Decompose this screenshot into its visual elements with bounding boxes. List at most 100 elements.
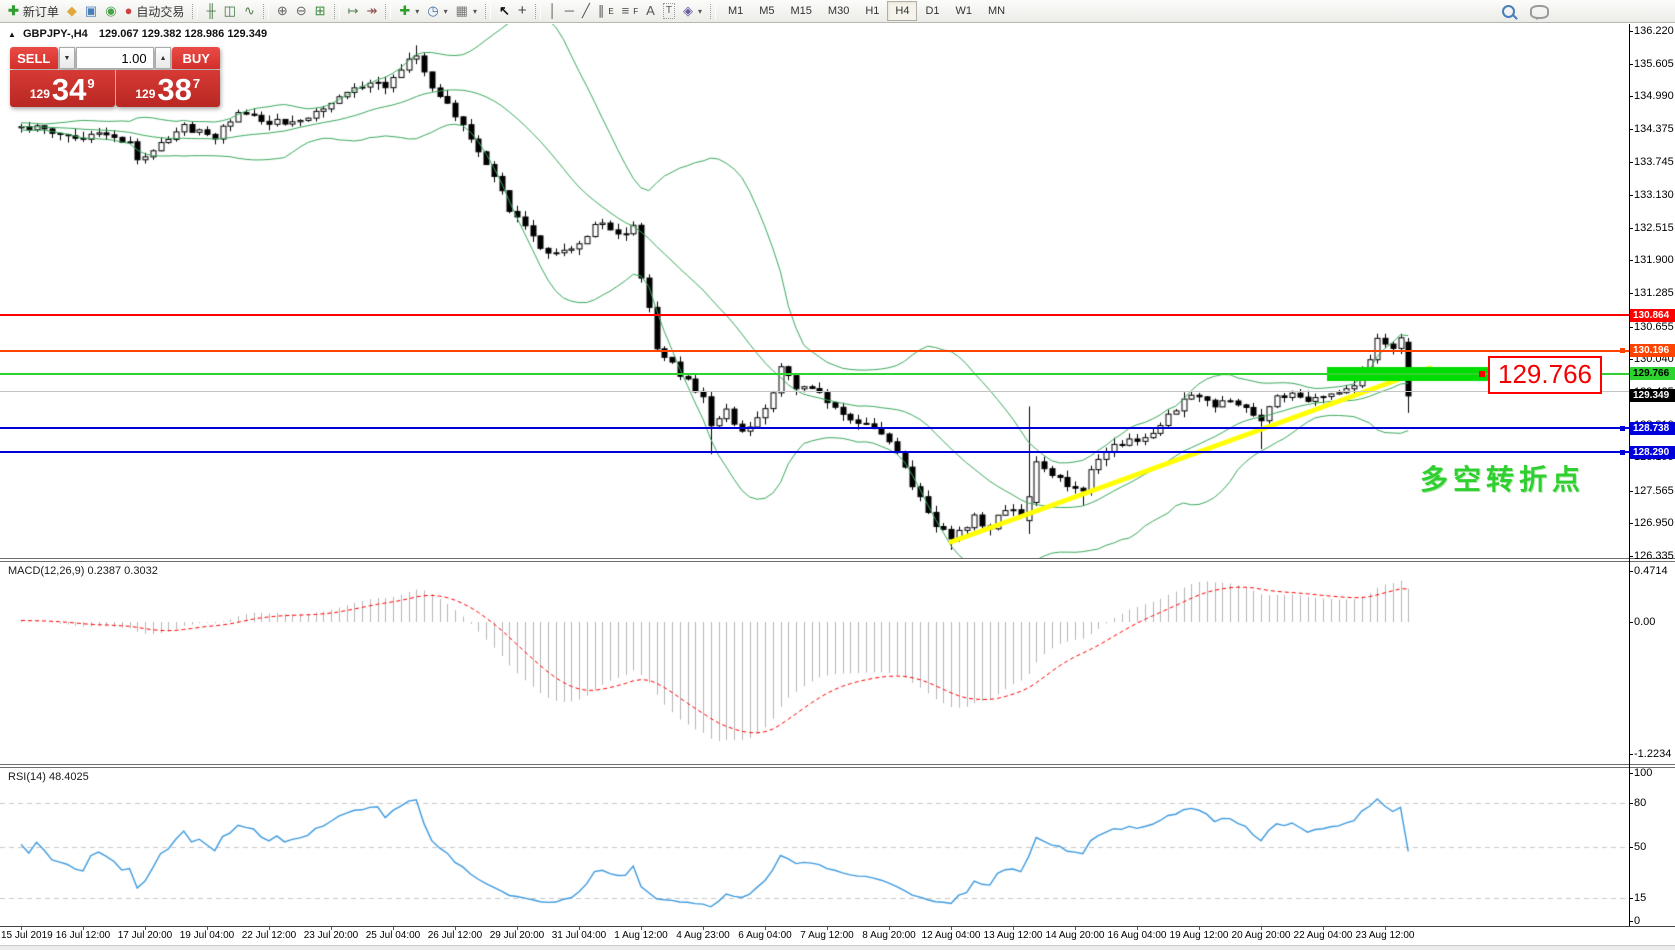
- crosshair-tool[interactable]: +: [514, 1, 531, 21]
- price-level-line[interactable]: [0, 427, 1629, 430]
- zoom-out-button[interactable]: ⊖: [292, 1, 311, 21]
- indicators-dropdown[interactable]: ✚ ▾: [395, 1, 423, 21]
- channel-tool[interactable]: ∥ E: [594, 1, 618, 21]
- price-note-label[interactable]: 129.766: [1488, 356, 1602, 394]
- new-order-button[interactable]: ✚ 新订单: [4, 1, 63, 21]
- sell-price-display[interactable]: 129 34 9: [10, 70, 115, 107]
- chat-button[interactable]: [1530, 5, 1549, 22]
- price-tick-label: 127.565: [1634, 484, 1674, 497]
- cursor-tool[interactable]: ↖: [495, 1, 514, 21]
- timeframe-d1[interactable]: D1: [925, 5, 940, 17]
- sell-button[interactable]: SELL: [10, 47, 58, 69]
- collapse-panel-icon[interactable]: ▲: [8, 30, 16, 39]
- fibonacci-sub-label: F: [633, 6, 639, 16]
- rsi-label: RSI(14) 48.4025: [8, 771, 89, 783]
- templates-icon: ▦: [455, 3, 468, 18]
- panel-separator[interactable]: [0, 767, 1675, 768]
- price-tick-mark: [1629, 162, 1633, 164]
- time-tick-label: 6 Aug 04:00: [738, 930, 792, 941]
- vline-tool[interactable]: │: [545, 1, 561, 21]
- data-window-button[interactable]: ▣: [81, 1, 101, 21]
- line-drag-handle[interactable]: [1620, 348, 1625, 354]
- periods-dropdown[interactable]: ◷ ▾: [423, 1, 451, 21]
- timeframe-h1[interactable]: H1: [865, 5, 880, 17]
- time-tick-mark: [1075, 927, 1076, 930]
- price-level-line[interactable]: [0, 349, 1629, 352]
- search-button[interactable]: [1502, 5, 1515, 21]
- bar-chart-icon: ╫: [206, 3, 216, 18]
- timeframe-h4[interactable]: H4: [887, 1, 918, 21]
- timeframe-m15[interactable]: M15: [790, 5, 812, 17]
- volume-decrease-button[interactable]: ▼: [58, 47, 76, 69]
- tile-windows-button[interactable]: ⊞: [311, 1, 330, 21]
- line-drag-handle[interactable]: [1620, 449, 1625, 455]
- time-tick-mark: [1013, 927, 1014, 930]
- time-tick-label: 16 Aug 04:00: [1107, 930, 1167, 941]
- toolbar-grip: [709, 3, 716, 19]
- price-tick-mark: [1629, 523, 1633, 525]
- time-tick-mark: [641, 927, 642, 930]
- price-level-line[interactable]: [0, 391, 1629, 393]
- auto-trading-button[interactable]: ● 自动交易: [121, 1, 189, 21]
- trendline-tool[interactable]: ╱: [578, 1, 594, 21]
- note-anchor-square[interactable]: [1479, 371, 1485, 377]
- templates-dropdown[interactable]: ▦ ▾: [452, 1, 481, 21]
- timeframe-toolbar: M1 M5 M15 M30 H1 H4 D1 W1 MN: [720, 1, 1013, 21]
- timeframe-w1[interactable]: W1: [955, 5, 973, 17]
- auto-scroll-button[interactable]: ↠: [362, 1, 381, 21]
- buy-button[interactable]: BUY: [172, 47, 220, 69]
- time-tick-mark: [1323, 927, 1324, 930]
- turning-point-annotation[interactable]: 多空转折点: [1420, 464, 1586, 495]
- timeframe-m1[interactable]: M1: [727, 5, 744, 17]
- time-tick-mark: [1385, 927, 1386, 930]
- timeframe-m5[interactable]: M5: [759, 5, 775, 17]
- label-tool[interactable]: T: [659, 1, 679, 21]
- timeframe-mn[interactable]: MN: [988, 5, 1006, 17]
- price-tick-label: 133.745: [1634, 156, 1674, 169]
- shapes-dropdown[interactable]: ◈ ▾: [679, 1, 706, 21]
- buy-price-display[interactable]: 129 38 7: [115, 70, 220, 107]
- chat-icon: [1530, 5, 1549, 20]
- price-tick-label: 134.990: [1634, 90, 1674, 103]
- time-tick-label: 17 Jul 20:00: [117, 930, 173, 941]
- time-tick-label: 19 Aug 12:00: [1169, 930, 1229, 941]
- rsi-panel-canvas[interactable]: [0, 768, 1629, 926]
- bar-chart-button[interactable]: ╫: [202, 1, 219, 21]
- main-chart-canvas[interactable]: [0, 24, 1629, 558]
- zoom-in-button[interactable]: ⊕: [273, 1, 292, 21]
- fibonacci-tool[interactable]: ≡ F: [618, 1, 642, 21]
- volume-input[interactable]: 1.00: [76, 47, 154, 69]
- candle-chart-button[interactable]: ◫: [220, 1, 240, 21]
- buy-price-prefix: 129: [135, 87, 156, 101]
- price-level-line[interactable]: [0, 314, 1629, 317]
- macd-tick-label: 0.00: [1634, 616, 1656, 628]
- macd-panel-canvas[interactable]: [0, 562, 1629, 764]
- panel-separator[interactable]: [0, 561, 1675, 562]
- price-tick-mark: [1629, 96, 1633, 98]
- time-tick-mark: [83, 927, 84, 930]
- volume-increase-button[interactable]: ▲: [154, 47, 172, 69]
- rsi-tick-mark: [1629, 920, 1633, 922]
- clock-icon: ◷: [427, 3, 439, 18]
- market-watch-button[interactable]: ◆: [63, 1, 81, 21]
- rsi-tick-label: 100: [1634, 767, 1653, 779]
- time-tick-mark: [331, 927, 332, 930]
- macd-tick-mark: [1629, 622, 1633, 623]
- market-watch-icon: ◆: [66, 3, 77, 18]
- panel-separator[interactable]: [0, 558, 1675, 559]
- hline-tool[interactable]: ─: [561, 1, 578, 21]
- timeframe-m30[interactable]: M30: [827, 5, 850, 17]
- text-tool[interactable]: A: [642, 1, 659, 21]
- price-level-line[interactable]: [0, 372, 1629, 375]
- panel-separator[interactable]: [0, 764, 1675, 765]
- line-drag-handle[interactable]: [1620, 425, 1625, 431]
- navigator-button[interactable]: ◉: [101, 1, 120, 21]
- line-chart-button[interactable]: ∿: [240, 1, 259, 21]
- price-tick-label: 130.655: [1634, 320, 1674, 333]
- chart-shift-button[interactable]: ↦: [344, 1, 363, 21]
- price-level-line[interactable]: [0, 451, 1629, 454]
- chart-symbol: GBPJPY-,H4: [22, 28, 88, 40]
- time-tick-label: 19 Jul 04:00: [179, 930, 235, 941]
- price-tag: 129.349: [1630, 389, 1675, 403]
